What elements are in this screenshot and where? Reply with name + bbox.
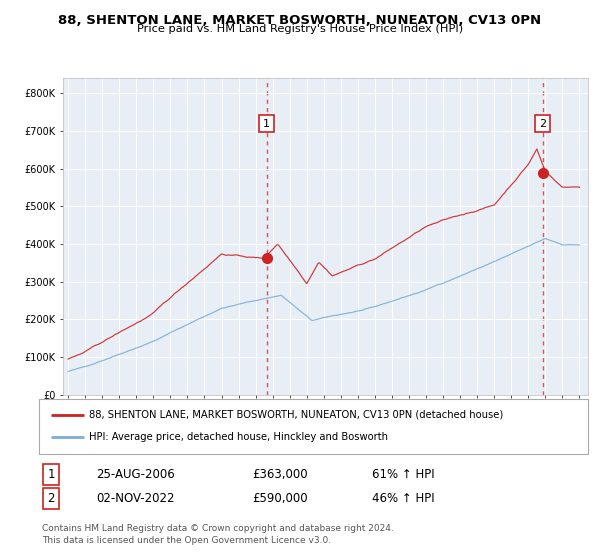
Text: Price paid vs. HM Land Registry's House Price Index (HPI): Price paid vs. HM Land Registry's House … [137, 24, 463, 34]
Text: £363,000: £363,000 [252, 468, 308, 481]
Text: 1: 1 [47, 468, 55, 481]
Text: 88, SHENTON LANE, MARKET BOSWORTH, NUNEATON, CV13 0PN: 88, SHENTON LANE, MARKET BOSWORTH, NUNEA… [58, 14, 542, 27]
Text: 88, SHENTON LANE, MARKET BOSWORTH, NUNEATON, CV13 0PN (detached house): 88, SHENTON LANE, MARKET BOSWORTH, NUNEA… [89, 410, 503, 420]
Text: 1: 1 [263, 119, 270, 129]
Text: 2: 2 [47, 492, 55, 505]
Text: 25-AUG-2006: 25-AUG-2006 [96, 468, 175, 481]
Text: 2: 2 [539, 119, 546, 129]
Text: 61% ↑ HPI: 61% ↑ HPI [372, 468, 434, 481]
Text: Contains HM Land Registry data © Crown copyright and database right 2024.
This d: Contains HM Land Registry data © Crown c… [42, 524, 394, 545]
Text: 46% ↑ HPI: 46% ↑ HPI [372, 492, 434, 505]
Text: HPI: Average price, detached house, Hinckley and Bosworth: HPI: Average price, detached house, Hinc… [89, 432, 388, 442]
Text: 02-NOV-2022: 02-NOV-2022 [96, 492, 175, 505]
Text: £590,000: £590,000 [252, 492, 308, 505]
